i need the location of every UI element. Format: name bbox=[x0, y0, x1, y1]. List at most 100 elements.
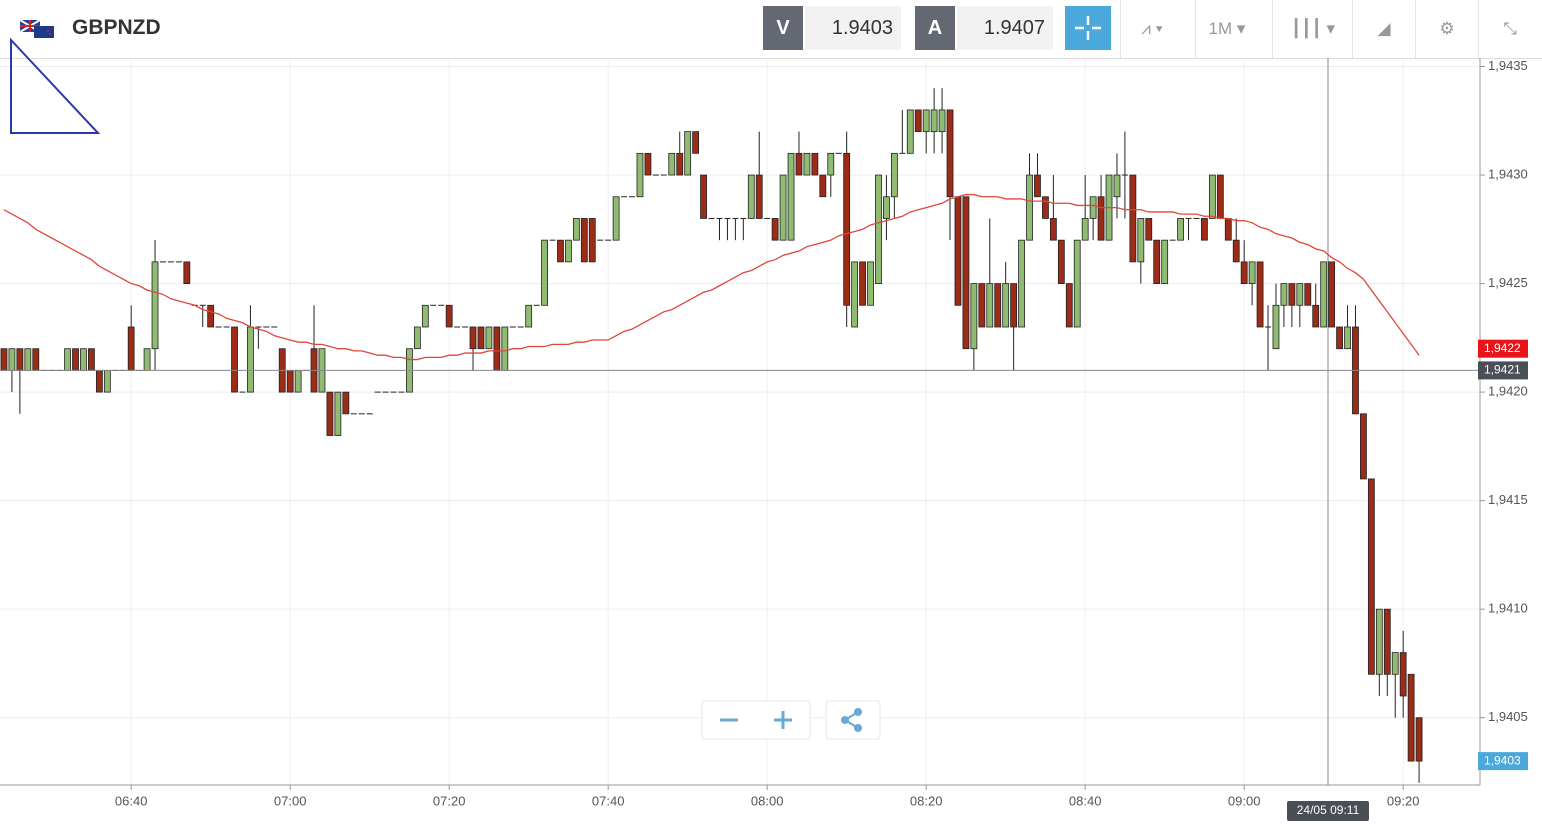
candle-body bbox=[286, 370, 294, 393]
candle-body bbox=[1399, 652, 1407, 697]
price-marker-label: 1,9422 bbox=[1484, 341, 1521, 355]
candle-body bbox=[294, 370, 302, 393]
candle-body bbox=[1288, 283, 1296, 306]
candle-body bbox=[668, 152, 676, 176]
y-tick-label: 1,9410 bbox=[1488, 601, 1528, 616]
ask-price[interactable]: 1.9407 bbox=[957, 6, 1053, 50]
candle-body bbox=[1002, 283, 1010, 328]
zoom-controls bbox=[701, 700, 881, 740]
candle-body bbox=[1161, 239, 1169, 284]
candle-body bbox=[867, 261, 874, 306]
flag bbox=[20, 20, 54, 38]
candle-body bbox=[572, 218, 580, 241]
bid-label[interactable]: V bbox=[763, 6, 803, 50]
candle-body bbox=[875, 174, 882, 284]
y-tick-label: 1,9415 bbox=[1488, 492, 1528, 507]
chart-type-button[interactable]: ⩘ ▾ bbox=[1120, 0, 1183, 58]
candle-body bbox=[1224, 218, 1232, 241]
candle-body bbox=[64, 348, 71, 371]
draw-button[interactable]: ◢ bbox=[1352, 0, 1415, 58]
candle-body bbox=[1137, 218, 1145, 263]
candle-body bbox=[501, 326, 509, 371]
candle-body bbox=[692, 131, 700, 154]
candle-body bbox=[978, 283, 986, 328]
candle-body bbox=[1089, 196, 1097, 219]
price-marker-label: 1,9403 bbox=[1484, 753, 1521, 767]
candle-body bbox=[127, 326, 135, 371]
x-tick-label: 07:00 bbox=[274, 793, 307, 808]
bid-price[interactable]: 1.9403 bbox=[805, 6, 901, 50]
candle-body bbox=[445, 304, 453, 328]
candle-body bbox=[477, 326, 485, 350]
candle-body bbox=[1201, 218, 1208, 241]
candle-body bbox=[334, 391, 342, 436]
candle-body bbox=[636, 152, 644, 198]
candle-body bbox=[883, 196, 890, 219]
y-tick-label: 1,9430 bbox=[1488, 166, 1528, 181]
candle-body bbox=[0, 348, 8, 371]
moving-average bbox=[3, 193, 1420, 361]
candle-body bbox=[95, 370, 103, 393]
candle-body bbox=[557, 239, 564, 263]
candle-body bbox=[88, 348, 95, 371]
crosshair-time-box bbox=[1287, 801, 1369, 821]
candle-body bbox=[1073, 239, 1081, 328]
candle-body bbox=[413, 326, 421, 350]
candle-body bbox=[469, 326, 477, 350]
candle-body bbox=[1407, 673, 1415, 762]
candle-body bbox=[1081, 218, 1089, 241]
ask-label[interactable]: A bbox=[915, 6, 955, 50]
candle-body bbox=[183, 261, 191, 284]
candle-body bbox=[986, 283, 994, 328]
corner-triangle bbox=[10, 37, 101, 134]
candle-body bbox=[644, 152, 652, 176]
candle-body bbox=[1026, 174, 1033, 241]
crosshair-time: 24/05 09:11 bbox=[1297, 803, 1360, 817]
x-tick-label: 07:20 bbox=[433, 793, 466, 808]
crosshair-button[interactable] bbox=[1065, 6, 1111, 50]
candle-body bbox=[946, 109, 954, 198]
candle-body bbox=[1360, 413, 1367, 480]
price-marker-box bbox=[1478, 361, 1528, 380]
price-marker-box bbox=[1478, 752, 1528, 771]
candle-body bbox=[700, 174, 707, 219]
candle-body bbox=[795, 152, 803, 176]
candles-button[interactable]: ┃┃┃ ▾ bbox=[1272, 0, 1353, 58]
candle-body bbox=[771, 218, 779, 241]
x-tick-label: 08:20 bbox=[910, 793, 943, 808]
candle-body bbox=[342, 391, 350, 415]
candle-body bbox=[962, 196, 970, 350]
candle-body bbox=[1415, 717, 1423, 762]
candle-body bbox=[1097, 196, 1105, 241]
candle-body bbox=[859, 261, 866, 306]
candle-body bbox=[803, 152, 811, 176]
candle-body bbox=[787, 152, 795, 241]
candle-body bbox=[1208, 174, 1216, 219]
candle-body bbox=[72, 348, 79, 371]
collapse-button[interactable]: ⤡ bbox=[1478, 0, 1541, 58]
y-tick-label: 1,9425 bbox=[1488, 275, 1528, 290]
candle-body bbox=[1129, 174, 1137, 263]
candle-body bbox=[103, 370, 111, 393]
zoom-in[interactable] bbox=[774, 711, 792, 729]
share[interactable] bbox=[841, 708, 862, 732]
candle-body bbox=[922, 109, 930, 133]
candle-body bbox=[1304, 283, 1312, 306]
timeframe-button[interactable]: 1M ▾ bbox=[1195, 0, 1258, 58]
candle-body bbox=[1272, 304, 1280, 350]
candle-body bbox=[580, 218, 588, 263]
candle-body bbox=[819, 174, 827, 198]
candle-body bbox=[485, 326, 493, 350]
candle-body bbox=[1256, 261, 1264, 328]
candle-body bbox=[247, 326, 254, 393]
candle-body bbox=[1248, 261, 1256, 284]
symbol: GBPNZD bbox=[72, 16, 161, 39]
candle-body bbox=[1383, 608, 1391, 675]
x-tick-label: 07:40 bbox=[592, 793, 625, 808]
settings-button[interactable]: ⚙ bbox=[1415, 0, 1478, 58]
candle-body bbox=[1145, 218, 1153, 241]
candle-body bbox=[676, 152, 684, 176]
candle-body bbox=[1177, 218, 1184, 241]
